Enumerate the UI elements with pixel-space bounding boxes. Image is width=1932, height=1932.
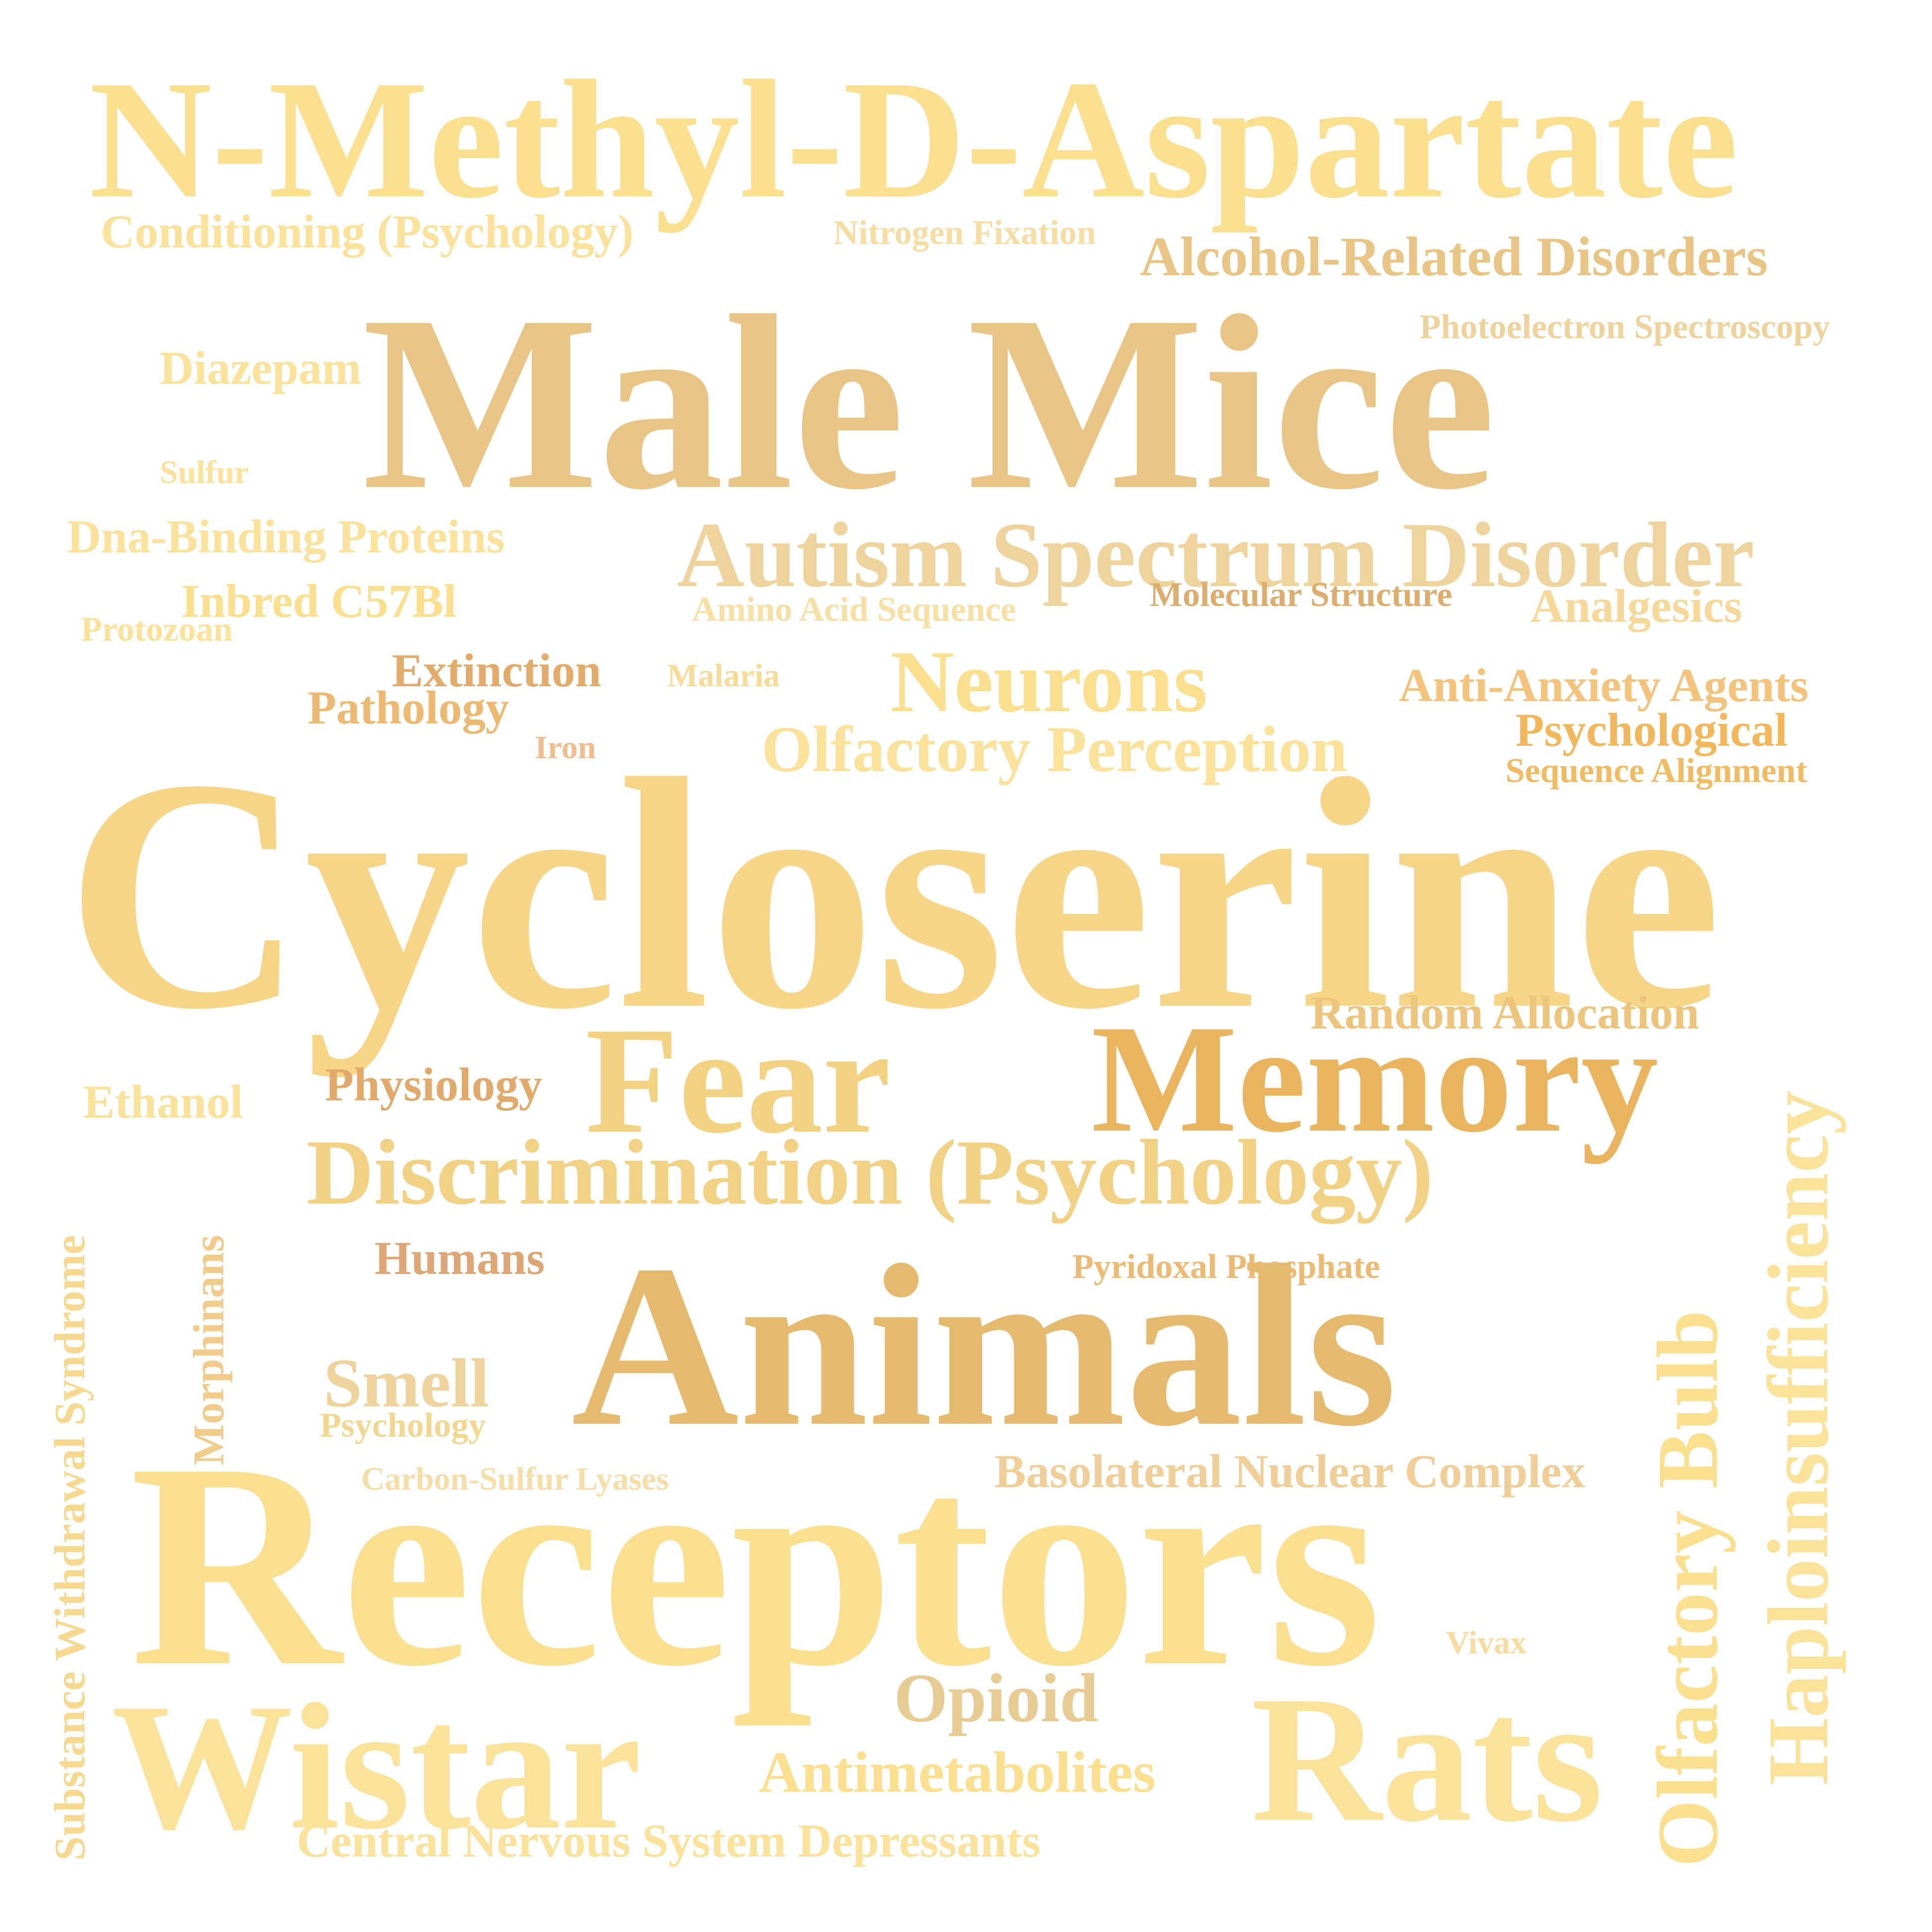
word-fear: Fear	[585, 996, 891, 1165]
word-protozoan: Protozoan	[81, 610, 233, 649]
word-inbred-c57bl: Inbred C57Bl	[181, 575, 457, 627]
word-autism-spectrum-disorder: Autism Spectrum Disorder	[677, 503, 1755, 606]
word-animals: Animals	[571, 1217, 1397, 1474]
word-opioid: Opioid	[894, 1660, 1099, 1737]
word-central-nervous-system-depressants: Central Nervous System Depressants	[297, 1814, 1041, 1867]
word-n-methyl-d-aspartate: N-Methyl-D-Aspartate	[89, 45, 1738, 233]
word-sequence-alignment: Sequence Alignment	[1505, 752, 1807, 790]
word-discrimination-psychology: Discrimination (Psychology)	[307, 1120, 1433, 1224]
word-physiology: Physiology	[325, 1058, 543, 1111]
word-photoelectron-spectroscopy: Photoelectron Spectroscopy	[1420, 308, 1830, 346]
word-molecular-structure: Molecular Structure	[1150, 576, 1452, 614]
word-olfactory-bulb: Olfactory Bulb	[1639, 1310, 1736, 1867]
word-malaria: Malaria	[667, 658, 780, 694]
word-ethanol: Ethanol	[83, 1076, 244, 1128]
word-extinction: Extinction	[392, 644, 602, 697]
word-cycloserine: Cycloserine	[65, 711, 1722, 1078]
word-dna-binding-proteins: Dna-Binding Proteins	[67, 510, 505, 563]
word-substance-withdrawal-syndrome: Substance Withdrawal Syndrome	[46, 1235, 94, 1861]
word-male-mice: Male Mice	[362, 264, 1496, 542]
word-haploinsufficiency: Haploinsufficiency	[1750, 1090, 1846, 1785]
word-psychology: Psychology	[320, 1406, 486, 1445]
word-diazepam: Diazepam	[160, 342, 362, 394]
word-sulfur: Sulfur	[160, 454, 249, 490]
word-nitrogen-fixation: Nitrogen Fixation	[833, 214, 1096, 252]
word-anti-anxiety-agents: Anti-Anxiety Agents	[1399, 659, 1808, 712]
word-receptors: Receptors	[130, 1402, 1381, 1727]
word-olfactory-perception: Olfactory Perception	[761, 713, 1348, 785]
word-amino-acid-sequence: Amino Acid Sequence	[692, 591, 1016, 629]
word-antimetabolites: Antimetabolites	[759, 1740, 1156, 1805]
word-humans: Humans	[374, 1232, 545, 1284]
word-memory: Memory	[1091, 993, 1659, 1164]
word-pathology: Pathology	[308, 681, 509, 734]
word-rats: Rats	[1251, 1659, 1603, 1859]
word-alcohol-related-disorders: Alcohol-Related Disorders	[1140, 226, 1768, 288]
word-basolateral-nuclear-complex: Basolateral Nuclear Complex	[995, 1445, 1585, 1498]
word-pyridoxal-phosphate: Pyridoxal Phosphate	[1072, 1248, 1380, 1286]
word-carbon-sulfur-lyases: Carbon-Sulfur Lyases	[361, 1461, 669, 1497]
word-neurons: Neurons	[890, 632, 1208, 730]
word-psychological: Psychological	[1515, 704, 1788, 756]
word-random-allocation: Random Allocation	[1310, 986, 1699, 1039]
word-vivax: Vivax	[1446, 1625, 1527, 1661]
word-smell: Smell	[323, 1345, 490, 1422]
word-conditioning-psychology: Conditioning (Psychology)	[101, 205, 634, 258]
word-analgesics: Analgesics	[1530, 580, 1743, 632]
word-iron: Iron	[535, 729, 596, 766]
word-wistar: Wistar	[112, 1666, 641, 1867]
